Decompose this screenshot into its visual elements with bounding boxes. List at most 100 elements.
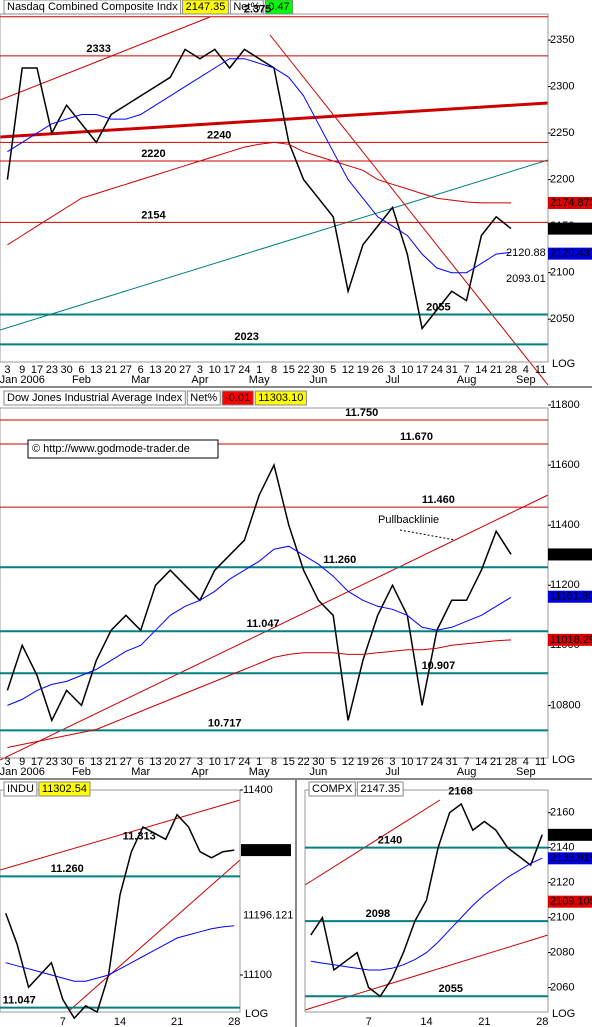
y-tick-label: 2050 bbox=[550, 313, 574, 325]
trend-line bbox=[0, 799, 241, 871]
x-tick-label: 13 bbox=[149, 756, 161, 768]
x-tick-label: 5 bbox=[330, 756, 336, 768]
price-tag bbox=[241, 844, 291, 857]
scale-label: LOG bbox=[552, 1008, 575, 1020]
x-tick-label: 14 bbox=[475, 364, 487, 376]
month-label: Sep bbox=[516, 374, 536, 386]
x-tick-label: 17 bbox=[31, 364, 43, 376]
y-tick-label: 2250 bbox=[550, 127, 574, 139]
trend-line bbox=[0, 494, 549, 761]
x-tick-label: 7 bbox=[463, 364, 469, 376]
month-label: Aug bbox=[457, 374, 477, 386]
header-box bbox=[3, 781, 38, 797]
x-tick-label: 28 bbox=[536, 1016, 548, 1027]
y-tick-label: 2300 bbox=[550, 80, 574, 92]
level-label: 2.375 bbox=[244, 4, 272, 16]
x-tick-label: 8 bbox=[271, 364, 277, 376]
header-box bbox=[356, 781, 404, 797]
x-tick-label: 4 bbox=[523, 364, 529, 376]
month-label: Mar bbox=[131, 766, 150, 778]
x-tick-label: 11 bbox=[535, 364, 546, 376]
x-tick-label: 3 bbox=[197, 756, 203, 768]
month-label: Apr bbox=[191, 374, 208, 386]
x-tick-label: 28 bbox=[228, 1016, 240, 1027]
header-box bbox=[264, 0, 294, 15]
trend-line bbox=[269, 34, 549, 386]
y-tick-label: 2100 bbox=[550, 912, 574, 924]
header-box bbox=[38, 781, 91, 797]
month-label: Aug bbox=[457, 766, 477, 778]
month-label: Feb bbox=[72, 766, 91, 778]
header-text: 2147.35 bbox=[186, 1, 226, 13]
price-tag-label: 2120.88 bbox=[506, 247, 546, 259]
x-tick-label: 14 bbox=[114, 1016, 126, 1027]
header-text: INDU bbox=[7, 783, 34, 795]
x-tick-label: 30 bbox=[312, 364, 324, 376]
header-box bbox=[3, 390, 186, 406]
price-line bbox=[6, 462, 512, 723]
y-tick-label: 10800 bbox=[550, 699, 581, 711]
header-box bbox=[186, 390, 221, 406]
header-text: Net% bbox=[190, 392, 217, 404]
price-tag-label: 11018.29 bbox=[550, 634, 592, 646]
price-line bbox=[310, 802, 543, 998]
x-tick-label: 23 bbox=[46, 364, 58, 376]
trend-line bbox=[0, 159, 549, 331]
x-tick-label: 21 bbox=[478, 1016, 490, 1027]
level-label: 10.717 bbox=[208, 717, 242, 729]
x-tick-label: 24 bbox=[431, 364, 443, 376]
y-tick-label: 2100 bbox=[550, 267, 574, 279]
month-label: Mar bbox=[131, 374, 150, 386]
x-tick-label: 21 bbox=[105, 756, 117, 768]
x-tick-label: 7 bbox=[60, 1016, 66, 1027]
x-tick-label: 27 bbox=[120, 756, 132, 768]
price-tag-label: 11161.80 bbox=[550, 591, 592, 603]
x-tick-label: 31 bbox=[446, 756, 458, 768]
y-tick-label: 2060 bbox=[550, 981, 574, 993]
header-text: Net% bbox=[233, 1, 260, 13]
x-tick-label: 22 bbox=[297, 756, 309, 768]
level-label: 2333 bbox=[86, 43, 110, 55]
price-tag bbox=[548, 197, 592, 210]
price-line bbox=[7, 141, 511, 246]
header-box bbox=[308, 781, 356, 797]
y-tick-label: 2350 bbox=[550, 34, 574, 46]
month-label: Jul bbox=[385, 374, 399, 386]
x-tick-label: 7 bbox=[366, 1016, 372, 1027]
note-box bbox=[27, 439, 219, 459]
trend-line bbox=[0, 101, 549, 139]
x-tick-label: 4 bbox=[523, 756, 529, 768]
x-tick-label: 26 bbox=[372, 364, 384, 376]
x-tick-label: 3 bbox=[389, 364, 395, 376]
price-tag-label: 2120.437 bbox=[550, 248, 592, 260]
trend-line bbox=[304, 934, 549, 1011]
price-tag-label: 11302.54 bbox=[550, 548, 592, 560]
x-tick-label: 12 bbox=[342, 364, 354, 376]
level-label: 2140 bbox=[378, 835, 402, 847]
x-tick-label: 10 bbox=[401, 364, 413, 376]
header-text: 11303.10 bbox=[258, 392, 303, 404]
price-line bbox=[7, 639, 512, 748]
price-tag bbox=[548, 828, 592, 841]
x-tick-label: 17 bbox=[223, 364, 235, 376]
price-tag-label: 2093.01 bbox=[506, 273, 546, 285]
header-box bbox=[229, 0, 264, 15]
trend-line bbox=[304, 799, 441, 886]
level-label: 11.047 bbox=[247, 618, 280, 630]
month-label: Jan 2006 bbox=[0, 766, 45, 778]
y-tick-label: 11600 bbox=[550, 459, 580, 471]
x-tick-label: 23 bbox=[46, 756, 58, 768]
month-label: Jun bbox=[310, 374, 328, 386]
price-tag bbox=[548, 895, 592, 908]
price-line bbox=[310, 857, 543, 971]
x-tick-label: 21 bbox=[490, 364, 502, 376]
x-tick-label: 27 bbox=[179, 364, 191, 376]
level-label: 11.460 bbox=[422, 494, 455, 506]
y-tick-label: 2120 bbox=[550, 877, 574, 889]
x-tick-label: 19 bbox=[357, 756, 369, 768]
x-tick-label: 21 bbox=[105, 364, 117, 376]
level-label: 2168 bbox=[448, 786, 472, 798]
y-tick-label: 11800 bbox=[550, 399, 580, 411]
x-tick-label: 28 bbox=[505, 364, 517, 376]
x-tick-label: 31 bbox=[446, 364, 458, 376]
